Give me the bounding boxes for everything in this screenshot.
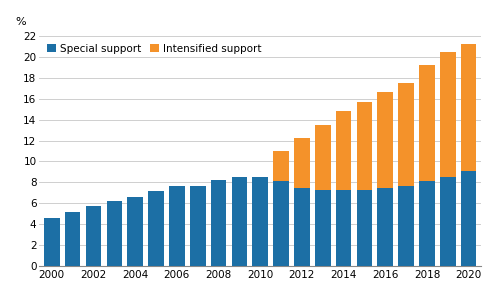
Bar [148, 191, 164, 266]
Bar [85, 206, 101, 266]
Bar [419, 66, 435, 181]
Bar [107, 201, 122, 266]
Bar [461, 43, 476, 171]
Bar [356, 190, 372, 266]
Bar [398, 186, 414, 266]
Bar [315, 190, 330, 266]
Bar [378, 188, 393, 266]
Legend: Special support, Intensified support: Special support, Intensified support [45, 41, 264, 56]
Bar [356, 102, 372, 190]
Bar [211, 180, 226, 266]
Bar [44, 218, 59, 266]
Bar [315, 125, 330, 190]
Bar [336, 111, 352, 190]
Bar [232, 177, 247, 266]
Bar [440, 177, 456, 266]
Bar [294, 139, 310, 188]
Bar [190, 186, 206, 266]
Bar [252, 177, 268, 266]
Bar [65, 211, 81, 266]
Bar [273, 151, 289, 181]
Bar [336, 190, 352, 266]
Bar [398, 83, 414, 186]
Bar [169, 186, 185, 266]
Bar [378, 92, 393, 188]
Bar [294, 188, 310, 266]
Bar [419, 181, 435, 266]
Bar [440, 52, 456, 177]
Text: %: % [15, 17, 26, 27]
Bar [127, 197, 143, 266]
Bar [273, 181, 289, 266]
Bar [461, 171, 476, 266]
